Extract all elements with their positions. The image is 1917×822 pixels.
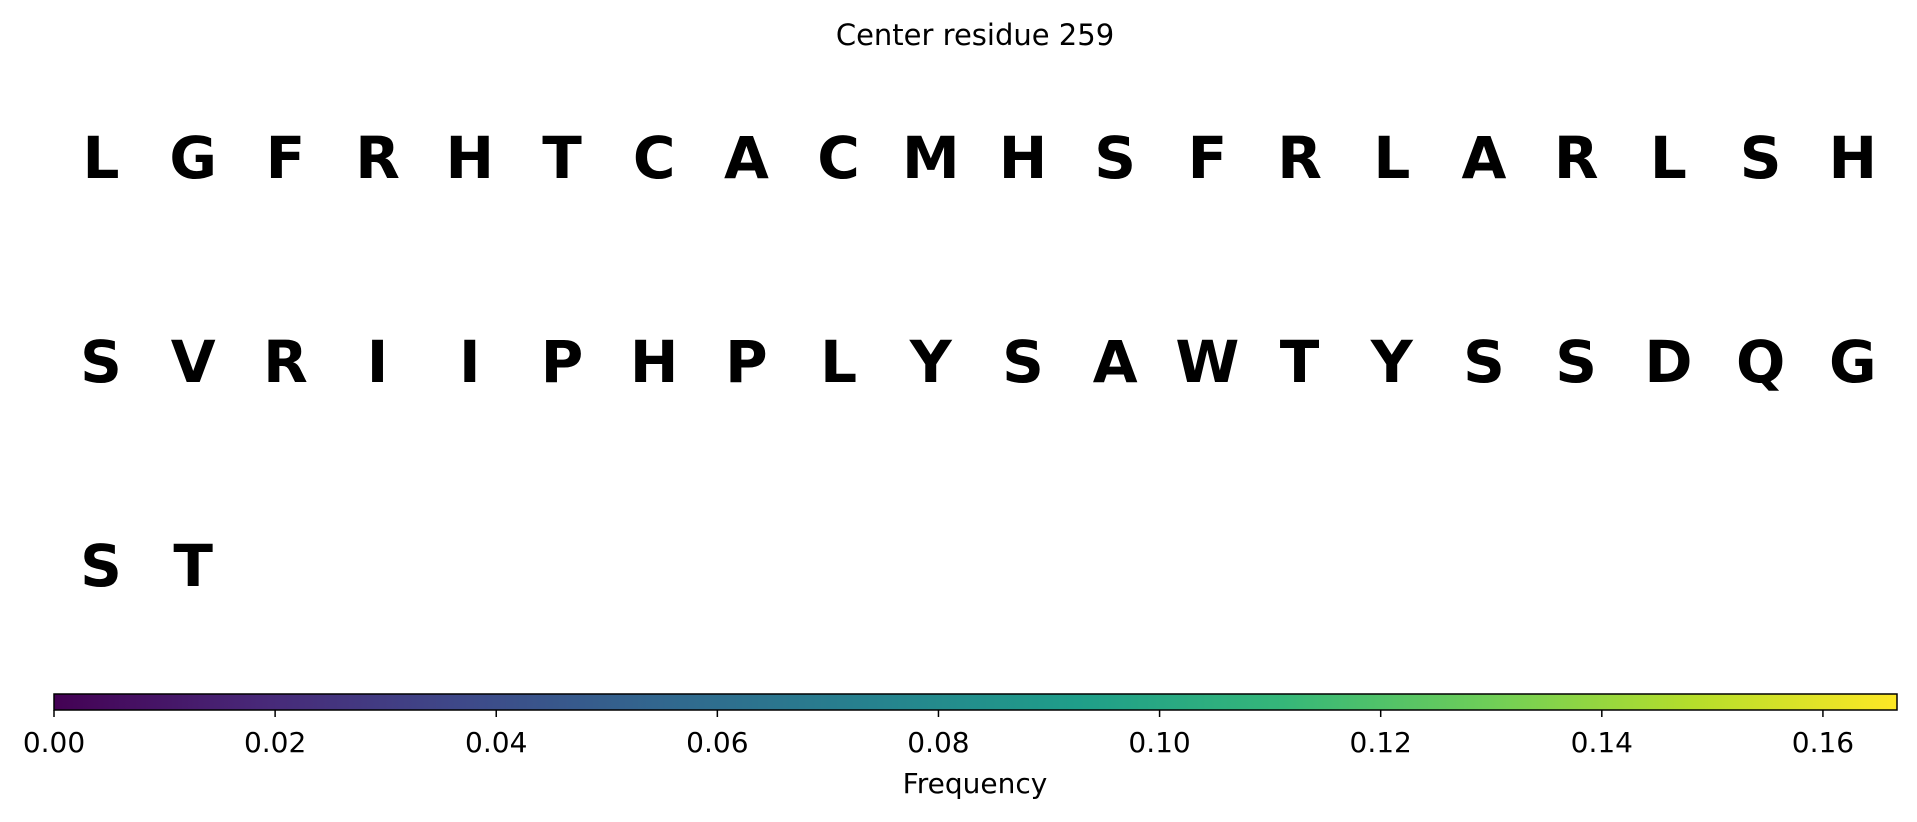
residue-letter: L bbox=[83, 124, 120, 192]
residue-letter: H bbox=[630, 328, 679, 396]
residue-letter: R bbox=[1554, 124, 1599, 192]
residue-letter: M bbox=[902, 124, 960, 192]
residue-letter: A bbox=[1093, 328, 1138, 396]
colorbar-label: Frequency bbox=[903, 767, 1048, 800]
residue-letter: F bbox=[266, 124, 306, 192]
residue-letter: Y bbox=[1370, 328, 1414, 396]
residue-letter: T bbox=[1280, 328, 1320, 396]
colorbar-tick-label: 0.08 bbox=[907, 726, 969, 759]
residue-letter: H bbox=[446, 124, 495, 192]
colorbar-tick-label: 0.14 bbox=[1571, 726, 1633, 759]
colorbar-tick-label: 0.10 bbox=[1128, 726, 1190, 759]
residue-letter: A bbox=[1462, 124, 1507, 192]
residue-letter: W bbox=[1175, 328, 1239, 396]
residue-letter: I bbox=[459, 328, 481, 396]
residue-letter: S bbox=[80, 328, 122, 396]
residue-letter: G bbox=[169, 124, 217, 192]
residue-letter: L bbox=[1650, 124, 1687, 192]
residue-letter: G bbox=[1829, 328, 1877, 396]
residue-letter: S bbox=[1094, 124, 1136, 192]
residue-letter: R bbox=[355, 124, 400, 192]
chart-title: Center residue 259 bbox=[836, 18, 1114, 52]
colorbar-tick-label: 0.16 bbox=[1792, 726, 1854, 759]
residue-letter: V bbox=[171, 328, 216, 396]
residue-letter: A bbox=[724, 124, 769, 192]
residue-letter: I bbox=[367, 328, 389, 396]
residue-letter: D bbox=[1644, 328, 1692, 396]
residue-letter: H bbox=[999, 124, 1048, 192]
colorbar-tick-label: 0.04 bbox=[465, 726, 527, 759]
residue-letter: S bbox=[1463, 328, 1505, 396]
residue-letter: F bbox=[1188, 124, 1228, 192]
colorbar-tick-label: 0.12 bbox=[1350, 726, 1412, 759]
residue-letter: P bbox=[725, 328, 768, 396]
residue-letter: C bbox=[817, 124, 860, 192]
residue-letter: C bbox=[633, 124, 676, 192]
colorbar-tick-label: 0.02 bbox=[244, 726, 306, 759]
residue-letter: T bbox=[173, 532, 213, 600]
colorbar-tick-label: 0.06 bbox=[686, 726, 748, 759]
residue-letter: Y bbox=[909, 328, 953, 396]
residue-letter: H bbox=[1829, 124, 1878, 192]
residue-letter: Q bbox=[1736, 328, 1785, 396]
residue-letter: T bbox=[542, 124, 582, 192]
residue-letter: S bbox=[1740, 124, 1782, 192]
residue-letter: P bbox=[541, 328, 584, 396]
residue-letter: S bbox=[1002, 328, 1044, 396]
residue-letter: L bbox=[1373, 124, 1410, 192]
colorbar bbox=[53, 693, 1898, 711]
residue-letter: S bbox=[80, 532, 122, 600]
colorbar-tick-label: 0.00 bbox=[23, 726, 85, 759]
residue-letter: R bbox=[263, 328, 308, 396]
residue-letter: L bbox=[820, 328, 857, 396]
residue-letter: S bbox=[1555, 328, 1597, 396]
residue-letter: R bbox=[1277, 124, 1322, 192]
